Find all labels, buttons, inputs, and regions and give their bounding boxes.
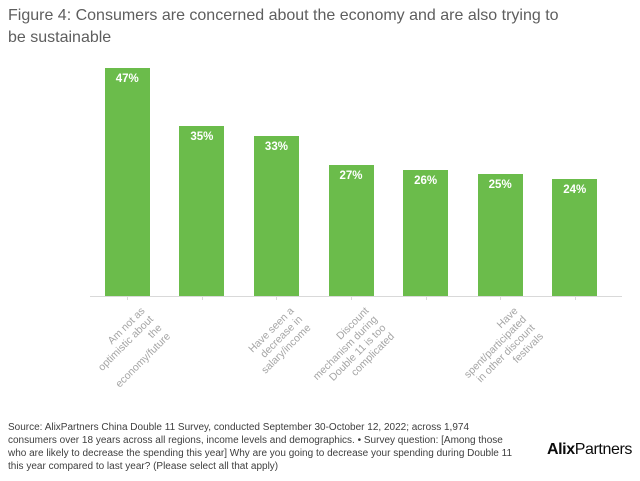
axis-tick: [276, 297, 278, 300]
bar: 33%: [253, 136, 299, 296]
bar-slot: 33% Have seen a decrease in salary/income: [239, 52, 314, 376]
figure-title: Figure 4: Consumers are concerned about …: [8, 7, 559, 46]
bar: 26%: [403, 170, 449, 296]
bar-slot: 35%: [165, 52, 240, 300]
bar-value-label: 26%: [414, 175, 438, 187]
bar: 35%: [179, 126, 225, 296]
axis-tick: [127, 297, 129, 300]
bar-value-label: 24%: [563, 184, 587, 196]
plot-area: 47% Am not as optimistic about the econom…: [90, 52, 612, 390]
x-axis-line: [90, 296, 622, 297]
bar-value-label: 47%: [115, 73, 139, 85]
bar-slot: 24%: [537, 52, 612, 300]
bar-slot: 47% Am not as optimistic about the econom…: [90, 52, 173, 390]
axis-tick: [500, 297, 502, 300]
bar-value-label: 35%: [190, 131, 214, 143]
axis-tick: [574, 297, 576, 300]
bar: 25%: [477, 174, 523, 296]
bar-value-label: 25%: [488, 179, 512, 191]
axis-tick: [351, 297, 353, 300]
bar-slot: 27% Discount mechanism during Double 11 i…: [311, 52, 397, 384]
bar: 24%: [552, 179, 598, 296]
axis-tick: [425, 297, 427, 300]
bar: 47%: [104, 68, 150, 296]
axis-tick: [201, 297, 203, 300]
source-note: Source: AlixPartners China Double 11 Sur…: [8, 422, 513, 472]
bar-value-label: 33%: [264, 141, 288, 153]
logo-text-partners: Partners: [574, 441, 633, 458]
logo-text-alix: Alix: [546, 441, 575, 458]
bar: 27%: [328, 165, 374, 296]
alixpartners-logo: AlixPartners: [547, 441, 632, 459]
bar-slot: 26%: [388, 52, 463, 300]
bar-value-label: 27%: [339, 170, 363, 182]
bar-slot: 25% Have spent/participated in other disc…: [462, 52, 546, 385]
